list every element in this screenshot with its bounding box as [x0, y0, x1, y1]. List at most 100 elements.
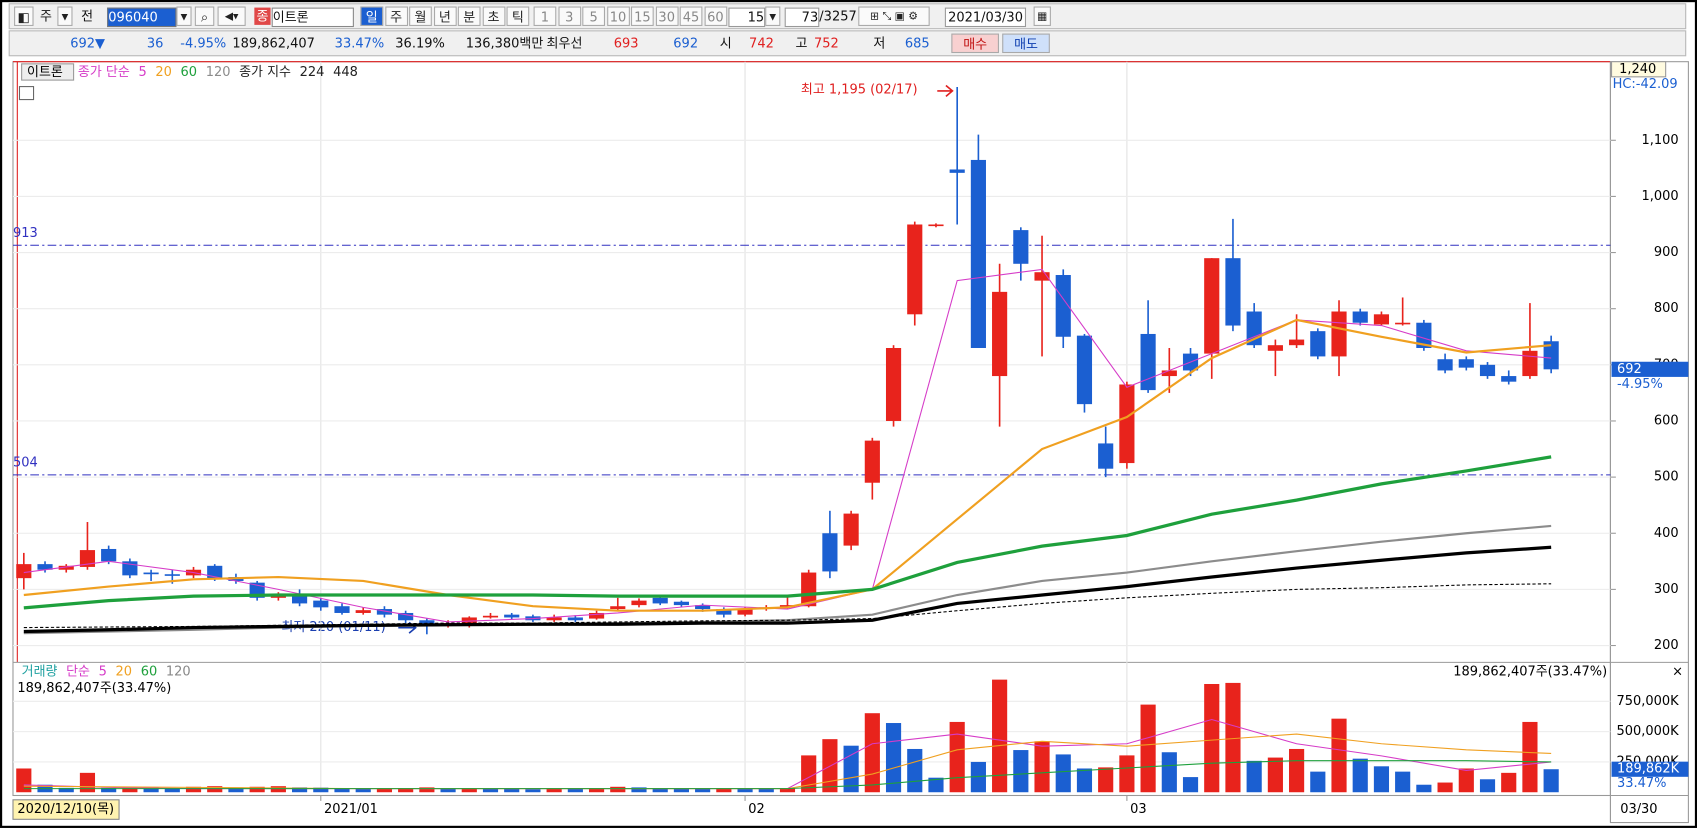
- sound[interactable]: ◀▾: [217, 6, 246, 26]
- high: 752: [813, 35, 839, 51]
- y-tick-label: 200: [1654, 638, 1679, 653]
- volume-bar: [737, 788, 753, 793]
- period-button[interactable]: 주: [384, 6, 408, 26]
- table-icon[interactable]: [18, 86, 35, 101]
- search[interactable]: ⌕: [194, 6, 215, 26]
- high-label: 고: [795, 35, 808, 51]
- y-tick-label: 400: [1654, 526, 1679, 541]
- last-price-box: [1611, 361, 1689, 377]
- count-input[interactable]: 73: [784, 7, 820, 28]
- candle-body: [1289, 339, 1305, 346]
- minute-button[interactable]: 30: [655, 6, 679, 26]
- candle-body: [567, 617, 583, 621]
- volume-bar: [758, 788, 774, 793]
- minute-button[interactable]: 10: [606, 6, 630, 26]
- candle-body: [1458, 359, 1474, 368]
- candle-body: [843, 513, 859, 546]
- vol-legend-entry: 거래량: [22, 665, 58, 680]
- count-total: /3257: [819, 8, 857, 24]
- vol-tick-label: 500,000K: [1617, 724, 1680, 739]
- low-label: 저: [873, 35, 886, 51]
- candle-body: [801, 572, 817, 607]
- period-button[interactable]: 년: [433, 6, 457, 26]
- volume-bar: [461, 788, 477, 793]
- candle-body: [1119, 384, 1135, 464]
- code-input[interactable]: 096040: [107, 7, 177, 28]
- candle-body: [1055, 275, 1071, 337]
- minute-button[interactable]: 5: [582, 6, 606, 26]
- vol-legend-entry: 5: [99, 665, 107, 680]
- minute-button[interactable]: 45: [679, 6, 703, 26]
- calendar[interactable]: ▦: [1033, 6, 1051, 26]
- volume-bar: [1331, 718, 1347, 793]
- y-tick-label: 500: [1654, 470, 1679, 485]
- volume-bar: [970, 761, 986, 793]
- dropdown[interactable]: ▼: [57, 6, 73, 26]
- candle-body: [949, 169, 965, 173]
- period-button[interactable]: 초: [482, 6, 505, 26]
- name-input[interactable]: 이트론: [271, 7, 354, 28]
- candle-body: [1522, 350, 1538, 377]
- tool-icons[interactable]: ⊞ ⤡ ▣ ⚙: [858, 6, 930, 26]
- volume-bar: [1458, 768, 1474, 793]
- interval-input[interactable]: 15: [728, 7, 766, 28]
- minute-button[interactable]: 1: [533, 6, 557, 26]
- minute-button[interactable]: 15: [630, 6, 654, 26]
- last-price: 692: [1617, 362, 1642, 377]
- volume-bar: [1373, 766, 1390, 793]
- vol-last-rate: 33.47%: [1617, 776, 1666, 791]
- dropdown[interactable]: ▼: [176, 6, 192, 26]
- vol-legend-entry: 120: [166, 665, 191, 680]
- volume-bar: [1352, 758, 1368, 793]
- prev[interactable]: 전: [81, 8, 94, 24]
- dropdown[interactable]: ▼: [765, 6, 781, 26]
- open: 742: [749, 35, 774, 51]
- period-button[interactable]: 틱: [506, 6, 530, 26]
- volume-bar: [1289, 748, 1305, 793]
- y-tick-label: 800: [1654, 301, 1679, 316]
- vol-ma-line: [23, 760, 1552, 790]
- volume-bar: [588, 788, 605, 793]
- legend-entry: 120: [206, 65, 231, 80]
- volume-bar: [482, 788, 499, 793]
- period-button[interactable]: 일: [360, 6, 384, 26]
- candle-body: [164, 574, 180, 576]
- candle-body: [1267, 345, 1283, 351]
- legend-name-box[interactable]: [21, 63, 75, 81]
- volume-bar: [1522, 721, 1538, 793]
- volume-bar: [1182, 777, 1199, 793]
- buy-button[interactable]: 매수: [951, 33, 999, 54]
- vol-last: 189,862K: [1617, 762, 1680, 777]
- legend-entry: 종가 지수: [239, 65, 291, 80]
- volume-bar: [779, 788, 796, 793]
- volume-bar: [185, 786, 202, 793]
- volume-bar: [1098, 767, 1114, 793]
- candle-body: [1225, 258, 1241, 326]
- volume-bar: [355, 788, 371, 793]
- sell-button[interactable]: 매도: [1002, 33, 1050, 54]
- minute-button[interactable]: 3: [557, 6, 581, 26]
- period-button[interactable]: 월: [409, 6, 432, 26]
- volume-bar: [1055, 754, 1071, 793]
- volume-bar: [1395, 771, 1411, 793]
- minute-button[interactable]: 60: [704, 6, 727, 26]
- candle-body: [970, 159, 986, 348]
- menu-icon[interactable]: ◧: [14, 6, 34, 26]
- volume-bar: [885, 723, 902, 793]
- x-tick-label: 2021/01: [324, 802, 378, 817]
- candle-body: [482, 615, 499, 618]
- close-pane[interactable]: ×: [1672, 665, 1683, 680]
- candle-body: [928, 224, 944, 227]
- date-input[interactable]: 2021/03/30: [944, 7, 1027, 28]
- volume-bar: [567, 788, 583, 793]
- change: 36: [146, 35, 164, 51]
- volume-bar: [673, 788, 689, 793]
- tab[interactable]: 주: [40, 8, 53, 24]
- hc-label: HC:-42.09: [1613, 77, 1678, 92]
- volume-bar: [695, 788, 711, 793]
- period-button[interactable]: 분: [457, 6, 481, 26]
- candle-body: [143, 572, 159, 575]
- candle-body: [1034, 272, 1050, 281]
